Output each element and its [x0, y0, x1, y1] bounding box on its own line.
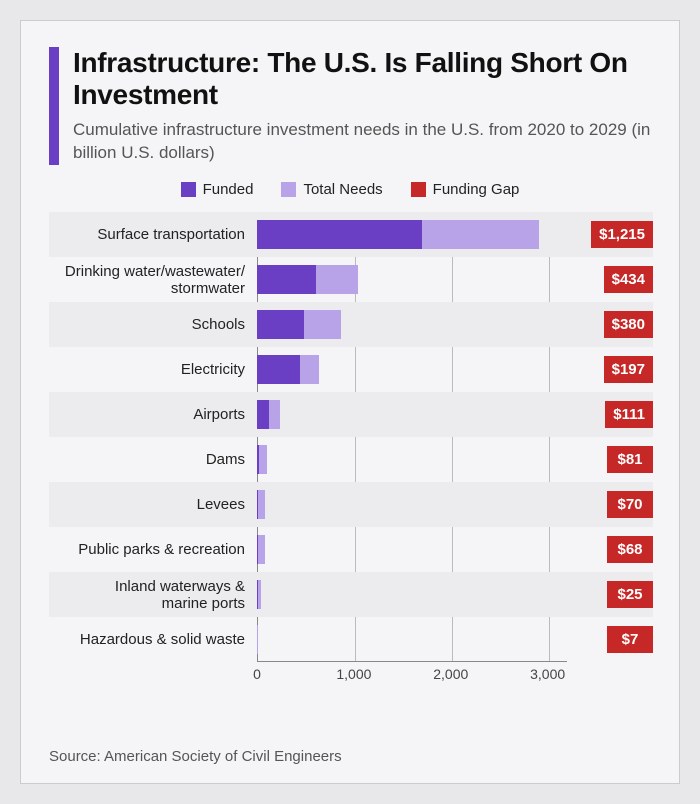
- chart-row: Airports $111: [49, 392, 653, 437]
- bar-funded: [257, 535, 258, 564]
- bar-chart: 0 1,000 2,000 3,000 Surface transportation $1…: [49, 212, 653, 702]
- funding-gap-badge: $7: [607, 626, 653, 653]
- chart-row: Schools $380: [49, 302, 653, 347]
- legend-label: Funded: [203, 181, 254, 198]
- chart-row: Dams $81: [49, 437, 653, 482]
- header: Infrastructure: The U.S. Is Falling Shor…: [49, 47, 651, 165]
- chart-row: Public parks & recreation $68: [49, 527, 653, 572]
- funding-gap-badge: $68: [607, 536, 653, 563]
- row-label: Inland waterways &marine ports: [49, 572, 249, 617]
- funding-gap-badge: $111: [605, 401, 653, 428]
- bar-total-needs: [257, 535, 265, 564]
- bar-funded: [257, 580, 258, 609]
- legend-label: Total Needs: [303, 181, 382, 198]
- bar-funded: [257, 220, 422, 249]
- legend-swatch-funded: [181, 182, 196, 197]
- x-tick: 0: [253, 666, 261, 682]
- row-label: Surface transportation: [49, 212, 249, 257]
- x-tick: 3,000: [530, 666, 565, 682]
- row-label: Drinking water/wastewater/stormwater: [49, 257, 249, 302]
- funding-gap-badge: $81: [607, 446, 653, 473]
- accent-bar: [49, 47, 59, 165]
- bar-funded: [257, 400, 269, 429]
- chart-subtitle: Cumulative infrastructure investment nee…: [73, 119, 651, 165]
- chart-card: Infrastructure: The U.S. Is Falling Shor…: [20, 20, 680, 784]
- chart-row: Inland waterways &marine ports $25: [49, 572, 653, 617]
- row-label: Levees: [49, 482, 249, 527]
- chart-row: Hazardous & solid waste $7: [49, 617, 653, 662]
- bar-total-needs: [257, 625, 258, 654]
- chart-title: Infrastructure: The U.S. Is Falling Shor…: [73, 47, 651, 111]
- legend-swatch-total-needs: [281, 182, 296, 197]
- row-label: Public parks & recreation: [49, 527, 249, 572]
- funding-gap-badge: $1,215: [591, 221, 653, 248]
- legend-swatch-funding-gap: [411, 182, 426, 197]
- legend-total-needs: Total Needs: [281, 181, 382, 198]
- bar-funded: [257, 490, 258, 519]
- header-text: Infrastructure: The U.S. Is Falling Shor…: [73, 47, 651, 165]
- funding-gap-badge: $380: [604, 311, 653, 338]
- funding-gap-badge: $25: [607, 581, 653, 608]
- bar-funded: [257, 445, 259, 474]
- bar-total-needs: [257, 490, 265, 519]
- legend-gap: Funding Gap: [411, 181, 520, 198]
- chart-row: Levees $70: [49, 482, 653, 527]
- funding-gap-badge: $197: [604, 356, 653, 383]
- row-label: Dams: [49, 437, 249, 482]
- x-tick: 2,000: [433, 666, 468, 682]
- legend-label: Funding Gap: [433, 181, 520, 198]
- chart-row: Electricity $197: [49, 347, 653, 392]
- funding-gap-badge: $70: [607, 491, 653, 518]
- row-label: Schools: [49, 302, 249, 347]
- legend-funded: Funded: [181, 181, 254, 198]
- row-label: Airports: [49, 392, 249, 437]
- bar-funded: [257, 310, 304, 339]
- x-tick: 1,000: [336, 666, 371, 682]
- source-line: Source: American Society of Civil Engine…: [49, 748, 342, 765]
- funding-gap-badge: $434: [604, 266, 653, 293]
- chart-row: Surface transportation $1,215: [49, 212, 653, 257]
- legend: Funded Total Needs Funding Gap: [49, 181, 651, 198]
- bar-funded: [257, 355, 300, 384]
- row-label: Hazardous & solid waste: [49, 617, 249, 662]
- chart-row: Drinking water/wastewater/stormwater $434: [49, 257, 653, 302]
- row-label: Electricity: [49, 347, 249, 392]
- bar-funded: [257, 265, 316, 294]
